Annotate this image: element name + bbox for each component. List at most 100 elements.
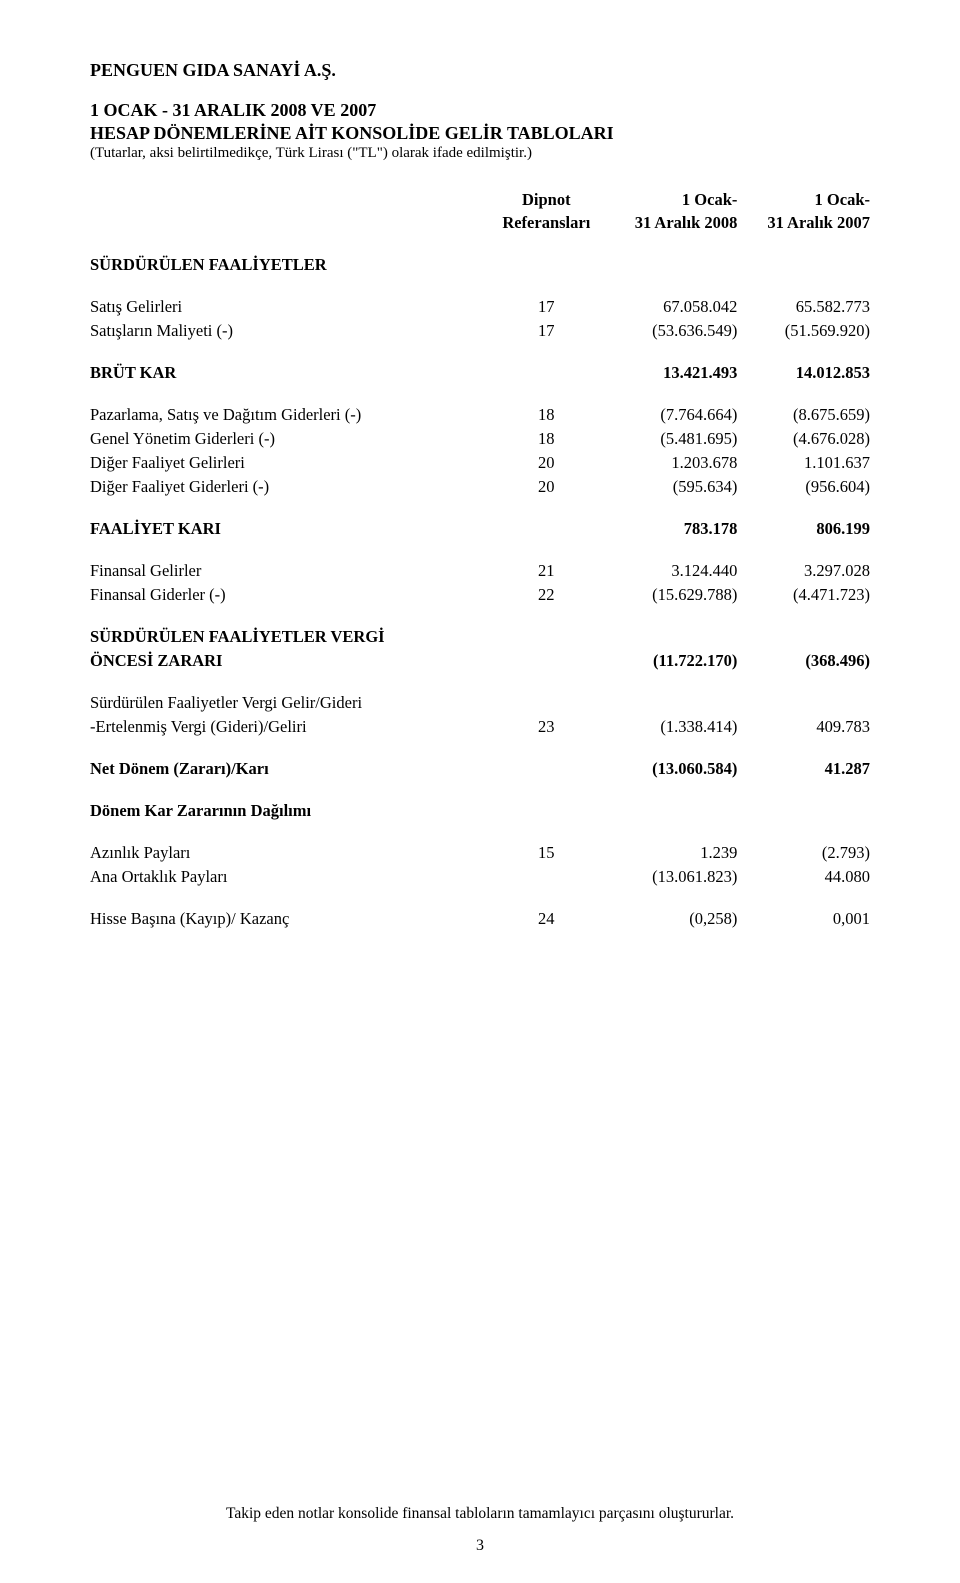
row-donem-dagilim: Dönem Kar Zararının Dağılımı xyxy=(90,799,870,823)
row-v1: (7.764.664) xyxy=(597,403,737,427)
header-row-2: Referansları 31 Aralık 2008 31 Aralık 20… xyxy=(90,211,870,235)
row-genel-yonetim: Genel Yönetim Giderleri (-) 18 (5.481.69… xyxy=(90,427,870,451)
company-name: PENGUEN GIDA SANAYİ A.Ş. xyxy=(90,60,870,81)
row-v2: 41.287 xyxy=(737,757,870,781)
row-v2: 14.012.853 xyxy=(737,361,870,385)
document-page: PENGUEN GIDA SANAYİ A.Ş. 1 OCAK - 31 ARA… xyxy=(0,0,960,1583)
row-v1: (5.481.695) xyxy=(597,427,737,451)
row-ref: 24 xyxy=(496,907,597,931)
row-v2: 1.101.637 xyxy=(737,451,870,475)
row-v1: 1.239 xyxy=(597,841,737,865)
row-v2: 44.080 xyxy=(737,865,870,889)
row-label: Hisse Başına (Kayıp)/ Kazanç xyxy=(90,907,496,931)
row-label: -Ertelenmiş Vergi (Gideri)/Geliri xyxy=(90,715,496,739)
row-hisse-basina: Hisse Başına (Kayıp)/ Kazanç 24 (0,258) … xyxy=(90,907,870,931)
row-v2: 0,001 xyxy=(737,907,870,931)
row-v2: 806.199 xyxy=(737,517,870,541)
row-label: Satış Gelirleri xyxy=(90,295,496,319)
row-v2: 409.783 xyxy=(737,715,870,739)
row-label: SÜRDÜRÜLEN FAALİYETLER VERGİ xyxy=(90,625,496,649)
row-diger-gelir: Diğer Faaliyet Gelirleri 20 1.203.678 1.… xyxy=(90,451,870,475)
section-surdurulen: SÜRDÜRÜLEN FAALİYETLER xyxy=(90,253,870,277)
row-ref: 23 xyxy=(496,715,597,739)
row-ref: 17 xyxy=(496,319,597,343)
title-line-2: HESAP DÖNEMLERİNE AİT KONSOLİDE GELİR TA… xyxy=(90,122,870,145)
header-col1-line1: 1 Ocak- xyxy=(597,188,737,212)
title-line-1: 1 OCAK - 31 ARALIK 2008 VE 2007 xyxy=(90,99,870,122)
row-v1: (11.722.170) xyxy=(597,649,737,673)
row-vergi-oncesi-2: ÖNCESİ ZARARI (11.722.170) (368.496) xyxy=(90,649,870,673)
row-v1: (0,258) xyxy=(597,907,737,931)
row-label: Pazarlama, Satış ve Dağıtım Giderleri (-… xyxy=(90,403,496,427)
row-label: Azınlık Payları xyxy=(90,841,496,865)
row-v2: 3.297.028 xyxy=(737,559,870,583)
row-label: Ana Ortaklık Payları xyxy=(90,865,496,889)
row-v2: 65.582.773 xyxy=(737,295,870,319)
row-ref: 18 xyxy=(496,403,597,427)
row-v1: 1.203.678 xyxy=(597,451,737,475)
header-ref-line2: Referansları xyxy=(496,211,597,235)
row-ref: 20 xyxy=(496,451,597,475)
row-v2: (2.793) xyxy=(737,841,870,865)
row-v1: (1.338.414) xyxy=(597,715,737,739)
row-v2: (956.604) xyxy=(737,475,870,499)
row-v2: (8.675.659) xyxy=(737,403,870,427)
row-satis-maliyeti: Satışların Maliyeti (-) 17 (53.636.549) … xyxy=(90,319,870,343)
row-label: Net Dönem (Zararı)/Karı xyxy=(90,757,496,781)
row-label: Finansal Gelirler xyxy=(90,559,496,583)
row-ref: 21 xyxy=(496,559,597,583)
row-net-donem: Net Dönem (Zararı)/Karı (13.060.584) 41.… xyxy=(90,757,870,781)
row-faaliyet-kari: FAALİYET KARI 783.178 806.199 xyxy=(90,517,870,541)
row-satis-gelirleri: Satış Gelirleri 17 67.058.042 65.582.773 xyxy=(90,295,870,319)
row-ref xyxy=(496,865,597,889)
header-row-1: Dipnot 1 Ocak- 1 Ocak- xyxy=(90,188,870,212)
row-label: BRÜT KAR xyxy=(90,361,496,385)
row-label: Sürdürülen Faaliyetler Vergi Gelir/Gider… xyxy=(90,691,496,715)
row-v1: 783.178 xyxy=(597,517,737,541)
row-diger-gider: Diğer Faaliyet Giderleri (-) 20 (595.634… xyxy=(90,475,870,499)
row-v1: (15.629.788) xyxy=(597,583,737,607)
row-label: Dönem Kar Zararının Dağılımı xyxy=(90,799,496,823)
row-ref: 15 xyxy=(496,841,597,865)
row-v1: (595.634) xyxy=(597,475,737,499)
row-v1: 3.124.440 xyxy=(597,559,737,583)
row-v1: 13.421.493 xyxy=(597,361,737,385)
row-v1: (13.060.584) xyxy=(597,757,737,781)
row-v1: (53.636.549) xyxy=(597,319,737,343)
footer-note: Takip eden notlar konsolide finansal tab… xyxy=(0,1505,960,1523)
row-azinlik: Azınlık Payları 15 1.239 (2.793) xyxy=(90,841,870,865)
row-pazarlama: Pazarlama, Satış ve Dağıtım Giderleri (-… xyxy=(90,403,870,427)
row-finansal-gider: Finansal Giderler (-) 22 (15.629.788) (4… xyxy=(90,583,870,607)
row-label: Genel Yönetim Giderleri (-) xyxy=(90,427,496,451)
row-ref: 17 xyxy=(496,295,597,319)
row-ref: 22 xyxy=(496,583,597,607)
subtitle: (Tutarlar, aksi belirtilmedikçe, Türk Li… xyxy=(90,144,870,164)
income-statement-table: Dipnot 1 Ocak- 1 Ocak- Referansları 31 A… xyxy=(90,188,870,932)
row-label: Satışların Maliyeti (-) xyxy=(90,319,496,343)
row-label: Finansal Giderler (-) xyxy=(90,583,496,607)
row-label: Diğer Faaliyet Gelirleri xyxy=(90,451,496,475)
row-ana-ortaklik: Ana Ortaklık Payları (13.061.823) 44.080 xyxy=(90,865,870,889)
row-ertelenmis-vergi: -Ertelenmiş Vergi (Gideri)/Geliri 23 (1.… xyxy=(90,715,870,739)
header-ref-line1: Dipnot xyxy=(496,188,597,212)
row-label: FAALİYET KARI xyxy=(90,517,496,541)
row-ref: 20 xyxy=(496,475,597,499)
row-v2: (51.569.920) xyxy=(737,319,870,343)
row-vergi-oncesi-1: SÜRDÜRÜLEN FAALİYETLER VERGİ xyxy=(90,625,870,649)
row-label: ÖNCESİ ZARARI xyxy=(90,649,496,673)
row-v1: (13.061.823) xyxy=(597,865,737,889)
row-v2: (368.496) xyxy=(737,649,870,673)
row-brut-kar: BRÜT KAR 13.421.493 14.012.853 xyxy=(90,361,870,385)
row-ref: 18 xyxy=(496,427,597,451)
row-label: Diğer Faaliyet Giderleri (-) xyxy=(90,475,496,499)
header-col2-line2: 31 Aralık 2007 xyxy=(737,211,870,235)
row-surd-vergi-label: Sürdürülen Faaliyetler Vergi Gelir/Gider… xyxy=(90,691,870,715)
header-col1-line2: 31 Aralık 2008 xyxy=(597,211,737,235)
row-finansal-gelir: Finansal Gelirler 21 3.124.440 3.297.028 xyxy=(90,559,870,583)
row-v2: (4.471.723) xyxy=(737,583,870,607)
page-number: 3 xyxy=(0,1537,960,1555)
section-label: SÜRDÜRÜLEN FAALİYETLER xyxy=(90,253,496,277)
row-v2: (4.676.028) xyxy=(737,427,870,451)
header-col2-line1: 1 Ocak- xyxy=(737,188,870,212)
row-v1: 67.058.042 xyxy=(597,295,737,319)
